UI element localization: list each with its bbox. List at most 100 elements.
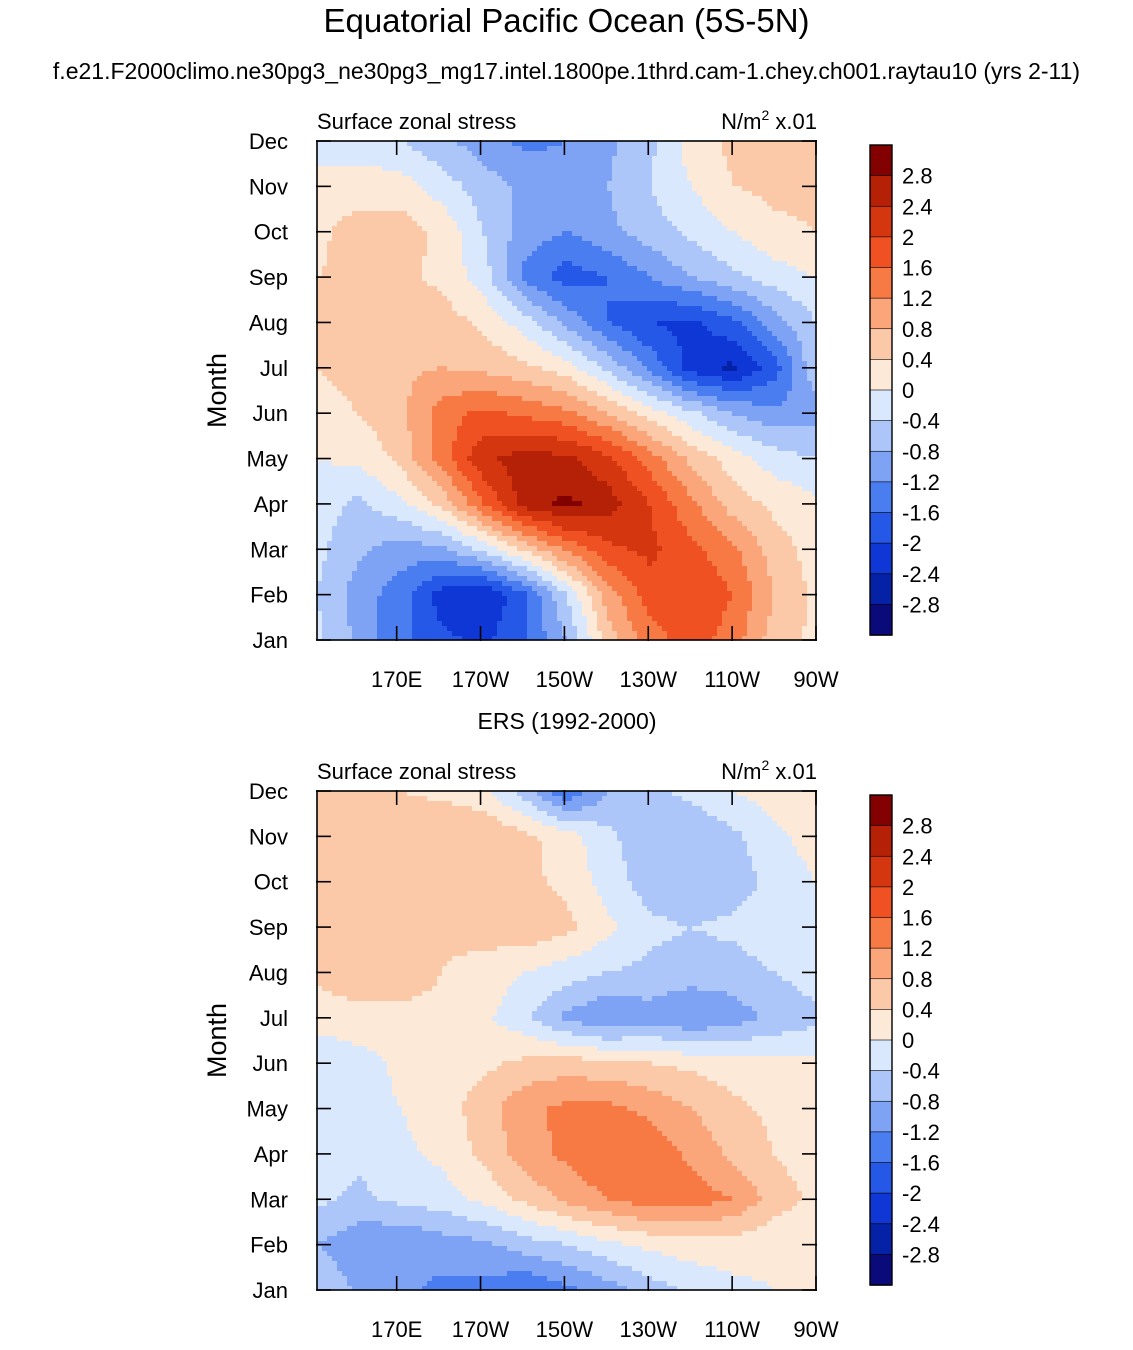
- model-contour-cell: [442, 211, 448, 217]
- model-contour-cell: [462, 276, 468, 282]
- model-contour-cell: [372, 186, 378, 192]
- model-contour-cell: [727, 371, 733, 377]
- model-contour-cell: [502, 141, 508, 147]
- model-contour-cell: [717, 361, 723, 367]
- model-contour-cell: [472, 256, 478, 262]
- model-contour-cell: [537, 321, 543, 327]
- model-contour-cell: [557, 216, 563, 222]
- model-contour-cell: [717, 246, 723, 252]
- model-contour-cell: [442, 191, 448, 197]
- model-contour-cell: [812, 231, 817, 237]
- model-contour-cell: [732, 171, 738, 177]
- model-contour-cell: [652, 301, 658, 307]
- model-contour-cell: [402, 196, 408, 202]
- model-contour-cell: [577, 206, 583, 212]
- model-contour-cell: [682, 356, 688, 362]
- model-contour-cell: [352, 151, 358, 157]
- model-contour-cell: [602, 286, 608, 292]
- model-contour-cell: [452, 311, 458, 317]
- model-contour-cell: [402, 271, 408, 277]
- model-contour-cell: [417, 241, 423, 247]
- model-contour-cell: [457, 296, 463, 302]
- model-contour-cell: [647, 166, 653, 172]
- model-contour-cell: [747, 336, 753, 342]
- model-contour-cell: [382, 241, 388, 247]
- model-contour-cell: [492, 341, 498, 347]
- model-contour-cell: [357, 351, 363, 357]
- model-contour-cell: [657, 211, 663, 217]
- model-contour-cell: [717, 311, 723, 317]
- model-contour-cell: [557, 201, 563, 207]
- model-contour-cell: [362, 316, 368, 322]
- model-contour-cell: [722, 351, 728, 357]
- model-contour-cell: [607, 361, 613, 367]
- model-contour-cell: [727, 151, 733, 157]
- model-contour-cell: [462, 366, 468, 372]
- model-contour-cell: [537, 151, 543, 157]
- model-contour-cell: [467, 296, 473, 302]
- model-contour-cell: [572, 386, 578, 392]
- model-contour-cell: [707, 236, 713, 242]
- model-contour-cell: [342, 281, 348, 287]
- model-contour-cell: [572, 291, 578, 297]
- model-contour-cell: [327, 151, 333, 157]
- model-contour-cell: [692, 321, 698, 327]
- model-contour-cell: [447, 201, 453, 207]
- model-contour-cell: [607, 326, 613, 332]
- model-contour-cell: [522, 336, 528, 342]
- model-contour-cell: [442, 361, 448, 367]
- model-contour-cell: [352, 366, 358, 372]
- model-contour-cell: [362, 321, 368, 327]
- model-contour-cell: [667, 276, 673, 282]
- model-contour-cell: [427, 176, 433, 182]
- model-contour-cell: [532, 331, 538, 337]
- model-contour-cell: [697, 141, 703, 147]
- model-contour-cell: [737, 151, 743, 157]
- model-contour-cell: [572, 261, 578, 267]
- model-contour-cell: [652, 311, 658, 317]
- model-contour-cell: [527, 361, 533, 367]
- model-contour-cell: [667, 331, 673, 337]
- model-contour-cell: [497, 351, 503, 357]
- model-contour-cell: [657, 366, 663, 372]
- model-contour-cell: [552, 351, 558, 357]
- model-contour-cell: [762, 381, 768, 387]
- model-contour-cell: [527, 286, 533, 292]
- model-contour-cell: [427, 201, 433, 207]
- model-contour-cell: [642, 386, 648, 392]
- model-contour-cell: [622, 256, 628, 262]
- model-contour-cell: [682, 376, 688, 382]
- model-contour-cell: [517, 286, 523, 292]
- model-contour-cell: [517, 251, 523, 257]
- model-contour-cell: [507, 366, 513, 372]
- model-contour-cell: [437, 176, 443, 182]
- model-contour-cell: [617, 276, 623, 282]
- model-contour-cell: [587, 266, 593, 272]
- model-contour-cell: [387, 336, 393, 342]
- model-contour-cell: [382, 296, 388, 302]
- model-contour-cell: [487, 306, 493, 312]
- model-contour-cell: [652, 176, 658, 182]
- model-contour-cell: [782, 141, 788, 147]
- model-contour-cell: [517, 241, 523, 247]
- model-contour-cell: [322, 386, 328, 392]
- model-contour-cell: [772, 346, 778, 352]
- model-contour-cell: [427, 216, 433, 222]
- model-contour-cell: [592, 276, 598, 282]
- model-contour-cell: [667, 271, 673, 277]
- model-contour-cell: [697, 366, 703, 372]
- model-contour-cell: [632, 336, 638, 342]
- model-contour-cell: [747, 186, 753, 192]
- model-contour-cell: [767, 251, 773, 257]
- model-contour-cell: [517, 201, 523, 207]
- model-contour-cell: [407, 141, 413, 147]
- model-contour-cell: [772, 291, 778, 297]
- model-contour-cell: [482, 261, 488, 267]
- model-contour-cell: [367, 301, 373, 307]
- model-contour-cell: [792, 156, 798, 162]
- model-contour-cell: [617, 146, 623, 152]
- model-contour-cell: [527, 366, 533, 372]
- model-contour-cell: [682, 346, 688, 352]
- model-contour-cell: [672, 331, 678, 337]
- model-contour-cell: [787, 366, 793, 372]
